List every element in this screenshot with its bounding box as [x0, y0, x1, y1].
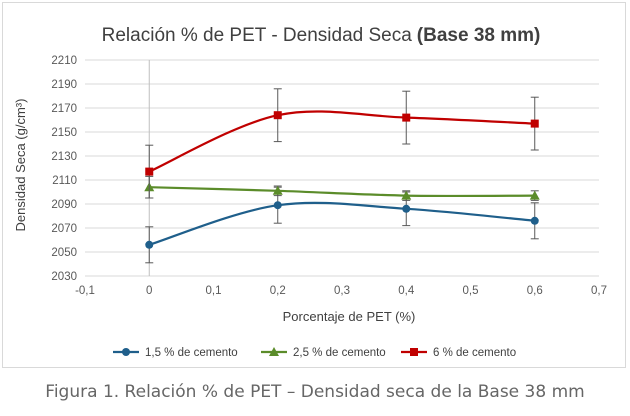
- chart-frame: Relación % de PET - Densidad Seca (Base 3…: [2, 2, 626, 368]
- legend: 1,5 % de cemento 2,5 % de cemento 6 % de c…: [113, 347, 516, 359]
- data-point: [145, 167, 154, 176]
- legend-item-1: 1,5 % de cemento: [113, 347, 238, 359]
- x-tick-label: 0: [146, 285, 152, 297]
- x-tick-label: 0,7: [591, 285, 607, 297]
- data-point: [272, 185, 283, 195]
- legend-marker: [410, 348, 418, 356]
- data-point: [530, 119, 539, 128]
- data-point: [273, 201, 282, 210]
- chart-title-main: Relación % de PET - Densidad Seca: [102, 25, 413, 46]
- data-point: [402, 204, 411, 213]
- axes: 2030 2050 2070 2090 2110 2130 2150 2170 2190 2210…: [51, 55, 607, 297]
- series-line: [149, 186, 535, 198]
- legend-marker: [269, 347, 279, 356]
- y-tick-label: 2210: [51, 55, 77, 67]
- x-tick-label: 0,3: [334, 285, 350, 297]
- figure-caption: Figura 1. Relación % de PET – Densidad s…: [45, 382, 585, 402]
- data-point: [145, 240, 154, 249]
- x-axis-label: Porcentaje de PET (%): [283, 309, 416, 324]
- y-tick-label: 2050: [51, 247, 77, 259]
- chart-title: Relación % de PET - Densidad Seca (Base 3…: [102, 25, 541, 46]
- y-axis-label: Densidad Seca (g/cm³): [13, 99, 28, 232]
- y-tick-label: 2070: [51, 223, 77, 235]
- chart-title-bold: (Base 38 mm): [417, 25, 541, 46]
- series-1: [145, 186, 539, 264]
- data-point: [529, 190, 540, 200]
- series-line: [148, 110, 535, 173]
- legend-item-3: 6 % de cemento: [401, 347, 516, 359]
- y-tick-label: 2110: [52, 175, 77, 187]
- legend-label: 1,5 % de cemento: [145, 347, 238, 359]
- series-layer: [144, 88, 540, 264]
- legend-item-2: 2,5 % de cemento: [261, 347, 386, 359]
- x-tick-label: 0,4: [398, 285, 415, 297]
- data-point: [401, 190, 412, 200]
- x-tick-label: 0,2: [270, 285, 286, 297]
- x-tick-label: 0,5: [463, 285, 479, 297]
- y-tick-label: 2170: [51, 103, 77, 115]
- y-tick-label: 2090: [51, 199, 77, 211]
- chart: Relación % de PET - Densidad Seca (Base 3…: [13, 25, 607, 359]
- series-3: [145, 88, 539, 199]
- legend-label: 2,5 % de cemento: [293, 347, 386, 359]
- y-tick-label: 2130: [51, 151, 77, 163]
- legend-label: 6 % de cemento: [433, 347, 516, 359]
- data-point: [402, 113, 411, 122]
- x-tick-label: 0,1: [206, 285, 222, 297]
- x-tick-label: -0,1: [75, 285, 95, 297]
- y-tick-label: 2150: [51, 127, 77, 139]
- y-tick-label: 2190: [51, 79, 77, 91]
- y-tick-label: 2030: [51, 271, 77, 283]
- x-tick-label: 0,6: [527, 285, 543, 297]
- data-point: [530, 216, 539, 225]
- legend-marker: [122, 348, 130, 356]
- series-line: [148, 201, 535, 246]
- data-point: [273, 111, 282, 120]
- grid: [85, 59, 599, 277]
